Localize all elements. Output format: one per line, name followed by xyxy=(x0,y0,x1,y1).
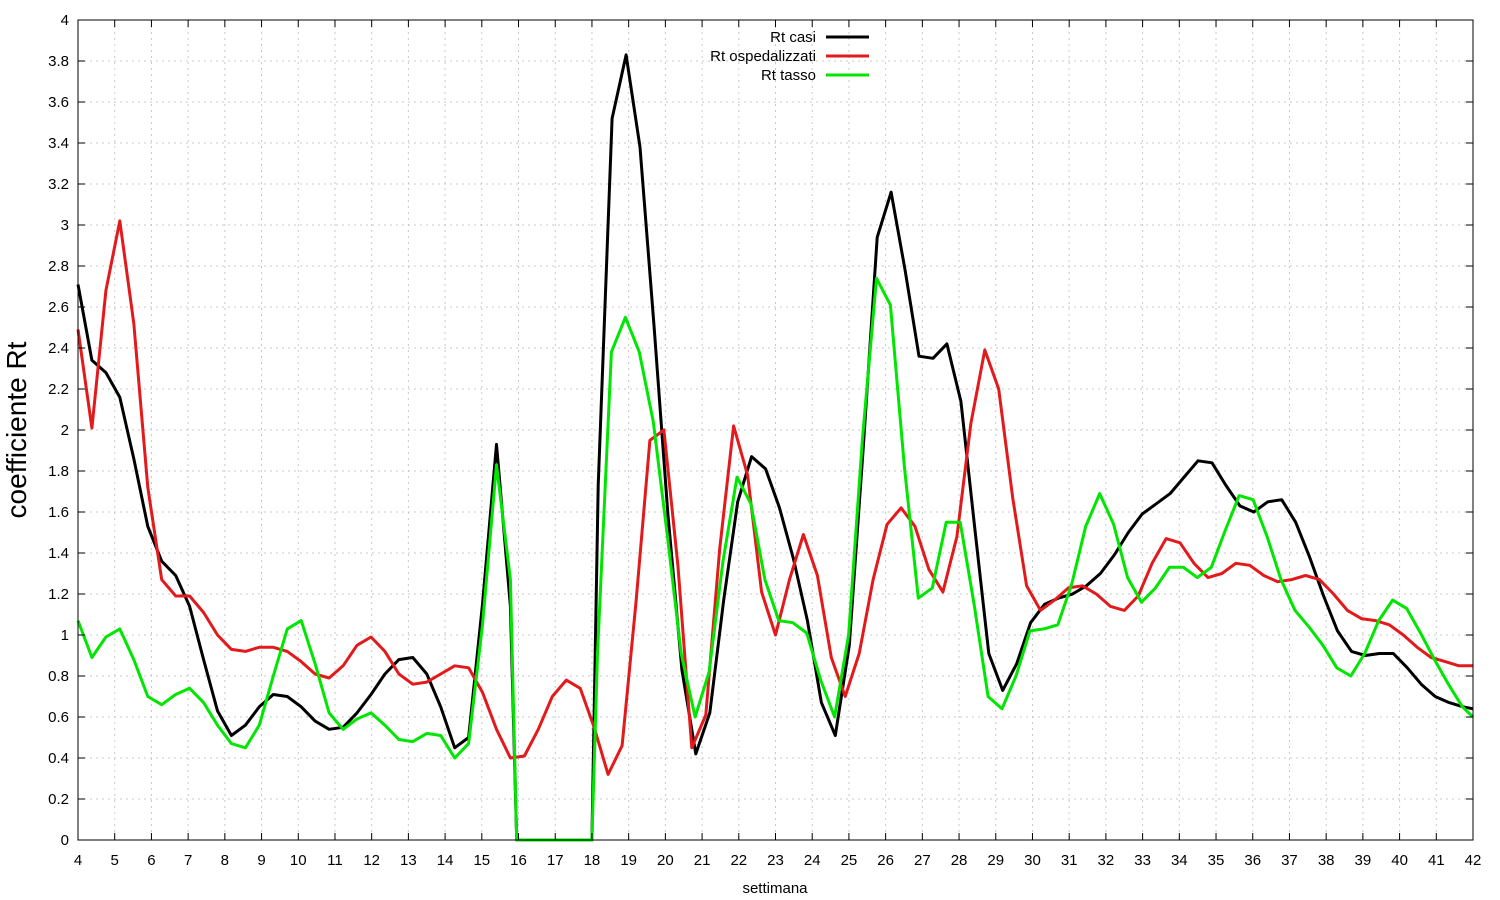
legend-label-rt-tasso: Rt tasso xyxy=(761,67,816,84)
series-line-rt-ospedalizzati xyxy=(76,219,1473,776)
x-tick-label: 13 xyxy=(400,852,417,869)
y-tick-label: 2 xyxy=(61,422,69,439)
x-tick-label: 24 xyxy=(804,852,821,869)
x-tick-label: 17 xyxy=(547,852,564,869)
series-line-rt-casi xyxy=(76,53,1474,842)
x-tick-label: 36 xyxy=(1244,852,1261,869)
x-tick-label: 27 xyxy=(914,852,931,869)
x-tick-label: 12 xyxy=(363,852,380,869)
x-tick-label: 29 xyxy=(987,852,1004,869)
x-tick-label: 7 xyxy=(184,852,192,869)
x-tick-label: 14 xyxy=(437,852,454,869)
x-tick-label: 28 xyxy=(951,852,968,869)
x-tick-label: 41 xyxy=(1428,852,1445,869)
x-tick-label: 37 xyxy=(1281,852,1298,869)
y-tick-label: 3.8 xyxy=(48,53,69,70)
y-tick-label: 3.4 xyxy=(48,135,69,152)
y-tick-label: 1 xyxy=(61,627,69,644)
y-tick-label: 2.4 xyxy=(48,340,69,357)
x-tick-label: 18 xyxy=(584,852,601,869)
x-tick-label: 22 xyxy=(730,852,747,869)
y-tick-label: 2.2 xyxy=(48,381,69,398)
plot-series xyxy=(76,53,1475,842)
y-tick-label: 2.6 xyxy=(48,299,69,316)
x-tick-label: 26 xyxy=(877,852,894,869)
x-tick-label: 21 xyxy=(694,852,711,869)
x-tick-label: 25 xyxy=(841,852,858,869)
x-tick-label: 19 xyxy=(620,852,637,869)
legend-label-rt-ospedalizzati: Rt ospedalizzati xyxy=(710,48,816,65)
x-tick-label: 10 xyxy=(290,852,307,869)
x-tick-label: 11 xyxy=(327,852,343,869)
y-tick-labels: 0 0.2 0.4 0.6 0.8 1 1.2 1.4 1.6 1.8 2 2.2 2.4 2.6 2.8 3… xyxy=(48,12,69,849)
x-tick-label: 35 xyxy=(1208,852,1225,869)
x-tick-label: 8 xyxy=(221,852,229,869)
y-tick-label: 0.2 xyxy=(48,791,69,808)
y-tick-label: 3.2 xyxy=(48,176,69,193)
y-tick-label: 1.4 xyxy=(48,545,69,562)
series-line-rt-tasso xyxy=(76,276,1475,842)
x-tick-label: 33 xyxy=(1134,852,1151,869)
x-tick-label: 23 xyxy=(767,852,784,869)
x-tick-label: 42 xyxy=(1465,852,1482,869)
x-tick-label: 16 xyxy=(510,852,527,869)
x-tick-label: 6 xyxy=(147,852,155,869)
x-tick-label: 32 xyxy=(1098,852,1115,869)
y-tick-label: 3.6 xyxy=(48,94,69,111)
x-tick-label: 9 xyxy=(257,852,265,869)
y-tick-label: 1.2 xyxy=(48,586,69,603)
x-tick-label: 39 xyxy=(1355,852,1372,869)
x-tick-label: 20 xyxy=(657,852,674,869)
x-tick-labels: 4 5 6 7 8 9 10 11 12 13 14 15 16 17 18 19 20 21 22 23 24 25 26… xyxy=(74,852,1482,869)
grid xyxy=(78,20,1473,840)
y-tick-label: 2.8 xyxy=(48,258,69,275)
y-tick-label: 0 xyxy=(61,832,69,849)
x-tick-label: 15 xyxy=(473,852,490,869)
x-tick-label: 31 xyxy=(1061,852,1078,869)
x-tick-label: 4 xyxy=(74,852,82,869)
axis-ticks xyxy=(77,19,1474,841)
legend-label-rt-casi: Rt casi xyxy=(770,29,816,46)
x-tick-label: 34 xyxy=(1171,852,1188,869)
y-tick-label: 0.8 xyxy=(48,668,69,685)
x-tick-label: 38 xyxy=(1318,852,1335,869)
y-tick-label: 1.6 xyxy=(48,504,69,521)
y-tick-label: 0.4 xyxy=(48,750,69,767)
y-tick-label: 0.6 xyxy=(48,709,69,726)
x-tick-label: 5 xyxy=(111,852,119,869)
y-axis-title: coefficiente Rt xyxy=(1,341,32,518)
x-axis-title: settimana xyxy=(742,880,808,897)
x-tick-label: 40 xyxy=(1391,852,1408,869)
legend: Rt casi Rt ospedalizzati Rt tasso xyxy=(710,29,869,84)
y-tick-label: 3 xyxy=(61,217,69,234)
x-tick-label: 30 xyxy=(1024,852,1041,869)
y-tick-label: 1.8 xyxy=(48,463,69,480)
y-tick-label: 4 xyxy=(61,12,69,29)
